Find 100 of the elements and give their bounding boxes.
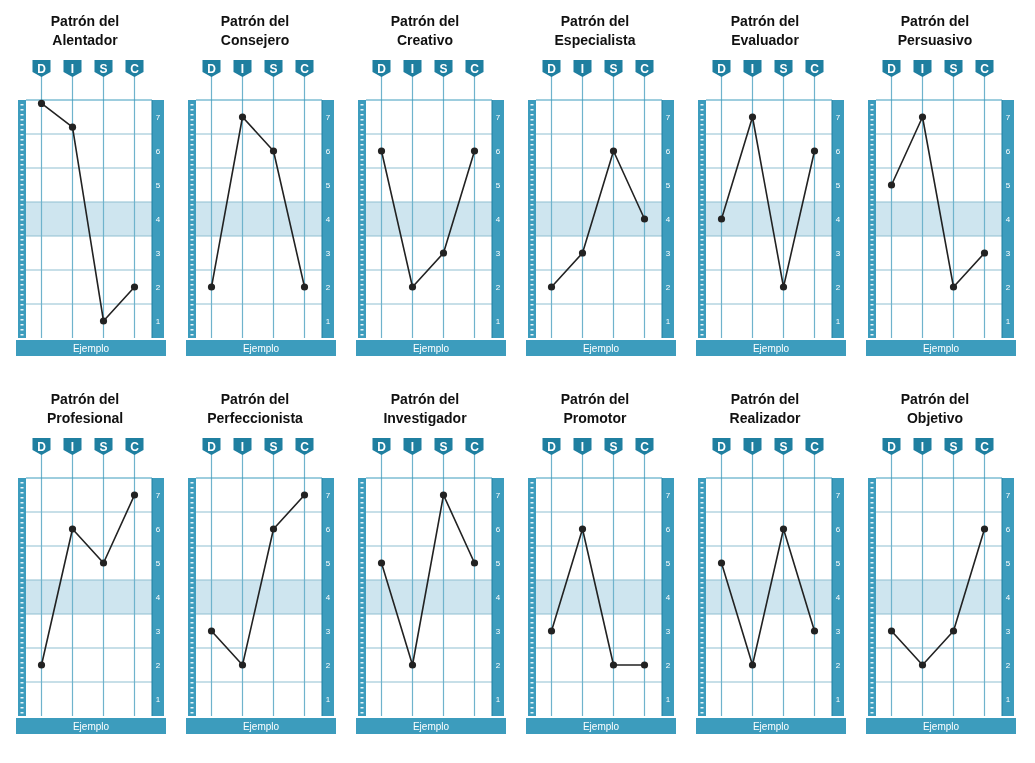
y-tick-label: 2 xyxy=(1005,660,1011,670)
chart-title: Patrón del Perfeccionista xyxy=(207,391,304,426)
y-tick-label: 7 xyxy=(155,112,161,122)
x-axis-title: Ejemplo xyxy=(412,342,450,354)
y-tick-label: 5 xyxy=(835,558,841,568)
y-tick-label: 3 xyxy=(835,248,841,258)
y-tick-label: 4 xyxy=(665,592,671,602)
y-tick-label: 3 xyxy=(1005,626,1011,636)
x-tick-label: I xyxy=(240,439,245,454)
x-tick-label: I xyxy=(580,61,585,76)
x-tick-label: I xyxy=(70,61,75,76)
x-tick-label: I xyxy=(580,439,585,454)
y-tick-label: 5 xyxy=(835,180,841,190)
x-axis-title: Ejemplo xyxy=(582,720,620,732)
point xyxy=(717,215,726,223)
point xyxy=(68,123,77,131)
x-tick-label: S xyxy=(439,61,448,76)
point xyxy=(547,283,556,291)
point xyxy=(578,249,587,257)
point xyxy=(918,113,927,121)
point xyxy=(377,559,386,567)
x-axis-title: Ejemplo xyxy=(242,720,280,732)
x-tick-label: I xyxy=(920,61,925,76)
x-tick-label: S xyxy=(609,439,618,454)
y-tick-label: 3 xyxy=(665,248,671,258)
point xyxy=(238,661,247,669)
y-tick-label: 1 xyxy=(1005,316,1011,326)
x-tick-label: D xyxy=(547,439,557,454)
x-tick-label: I xyxy=(240,61,245,76)
x-tick-label: D xyxy=(207,439,217,454)
point xyxy=(99,317,108,325)
y-tick-label: 1 xyxy=(325,694,331,704)
x-tick-label: C xyxy=(980,439,990,454)
y-tick-label: 2 xyxy=(665,660,671,670)
point xyxy=(207,627,216,635)
x-tick-label: S xyxy=(439,439,448,454)
point xyxy=(748,113,757,121)
y-tick-label: 7 xyxy=(835,112,841,122)
y-tick-label: 4 xyxy=(1005,214,1011,224)
x-tick-label: C xyxy=(470,61,480,76)
y-tick-label: 5 xyxy=(155,180,161,190)
y-tick-label: 7 xyxy=(325,112,331,122)
y-tick-label: 5 xyxy=(665,558,671,568)
y-tick-label: 5 xyxy=(1005,558,1011,568)
y-tick-label: 3 xyxy=(155,248,161,258)
point xyxy=(640,215,649,223)
y-tick-label: 1 xyxy=(835,694,841,704)
point xyxy=(887,627,896,635)
y-tick-label: 4 xyxy=(495,214,501,224)
y-tick-label: 5 xyxy=(325,180,331,190)
x-axis-title: Ejemplo xyxy=(72,720,110,732)
x-tick-label: D xyxy=(887,439,897,454)
x-tick-label: S xyxy=(99,61,108,76)
x-tick-label: C xyxy=(640,439,650,454)
x-tick-label: S xyxy=(779,61,788,76)
point xyxy=(748,661,757,669)
point xyxy=(918,661,927,669)
y-tick-label: 4 xyxy=(665,214,671,224)
chart-title: Patrón del Objetivo xyxy=(900,391,970,426)
point xyxy=(547,627,556,635)
x-tick-label: D xyxy=(377,439,387,454)
y-tick-label: 6 xyxy=(665,146,671,156)
point xyxy=(408,661,417,669)
y-tick-label: 6 xyxy=(665,524,671,534)
x-tick-label: D xyxy=(717,61,727,76)
y-tick-label: 1 xyxy=(495,694,501,704)
point xyxy=(207,283,216,291)
x-tick-label: D xyxy=(207,61,217,76)
point xyxy=(578,525,587,533)
x-tick-label: S xyxy=(269,439,278,454)
point xyxy=(408,283,417,291)
y-tick-label: 4 xyxy=(835,214,841,224)
x-tick-label: D xyxy=(887,61,897,76)
y-tick-label: 6 xyxy=(325,524,331,534)
y-tick-label: 4 xyxy=(155,592,161,602)
y-tick-label: 4 xyxy=(495,592,501,602)
chart-title: Patrón del Consejero xyxy=(220,13,290,48)
point xyxy=(470,559,479,567)
x-tick-label: I xyxy=(750,439,755,454)
point xyxy=(130,491,139,499)
y-tick-label: 4 xyxy=(325,214,331,224)
y-tick-label: 2 xyxy=(325,660,331,670)
y-tick-label: 3 xyxy=(495,248,501,258)
x-tick-label: S xyxy=(269,61,278,76)
y-tick-label: 7 xyxy=(1005,490,1011,500)
y-tick-label: 7 xyxy=(665,112,671,122)
y-tick-label: 2 xyxy=(325,282,331,292)
y-tick-label: 7 xyxy=(495,490,501,500)
y-tick-label: 1 xyxy=(325,316,331,326)
point xyxy=(609,147,618,155)
y-tick-label: 2 xyxy=(1005,282,1011,292)
x-tick-label: I xyxy=(410,61,415,76)
y-tick-label: 6 xyxy=(835,524,841,534)
y-tick-label: 4 xyxy=(325,592,331,602)
point xyxy=(470,147,479,155)
chart-title: Patrón del Realizador xyxy=(729,391,801,426)
y-tick-label: 5 xyxy=(155,558,161,568)
y-tick-label: 4 xyxy=(155,214,161,224)
y-tick-label: 1 xyxy=(665,316,671,326)
point xyxy=(300,283,309,291)
